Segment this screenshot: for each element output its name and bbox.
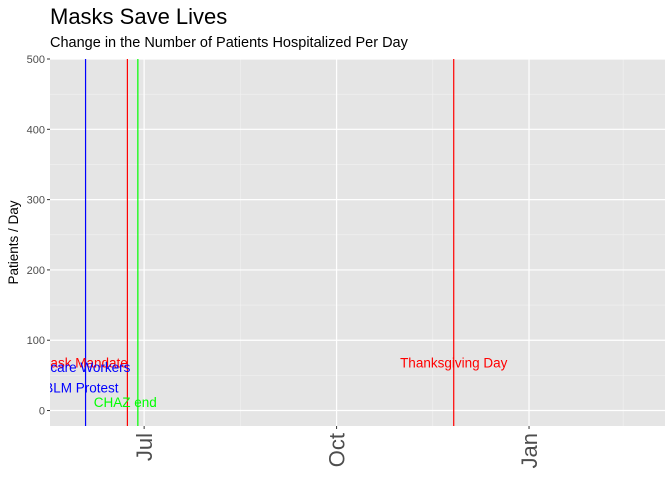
x-tick-label: Oct — [325, 433, 350, 467]
event-lines — [84, 59, 455, 426]
chart-title: Masks Save Lives — [50, 4, 228, 29]
y-tick-label: 400 — [27, 124, 45, 136]
plot-panel — [50, 59, 665, 426]
major-grid — [50, 58, 665, 426]
y-tick-label: 200 — [27, 265, 45, 277]
annotation-label: Healthcare Workers — [11, 360, 130, 375]
annotation-label: CHAZ end — [94, 395, 157, 410]
x-axis-ticks: Jul Oct Jan — [132, 426, 542, 468]
y-tick-label: 300 — [27, 195, 45, 207]
minor-grid — [50, 59, 665, 426]
y-tick-label: 500 — [27, 54, 45, 66]
annotation-label: Mask Mandate — [39, 356, 128, 371]
y-axis-ticks: 0 100 200 300 400 500 — [27, 54, 50, 418]
chart-subtitle: Change in the Number of Patients Hospita… — [50, 35, 408, 51]
x-tick-label: Jan — [517, 433, 542, 468]
y-tick-label: 100 — [27, 335, 45, 347]
y-tick-label: 0 — [39, 406, 45, 418]
y-axis-label: Patients / Day — [6, 200, 21, 284]
annotation-label: Thanksgiving Day — [400, 356, 508, 371]
x-tick-label: Jul — [132, 433, 157, 461]
annotation-label: BLM Protest — [44, 380, 119, 395]
